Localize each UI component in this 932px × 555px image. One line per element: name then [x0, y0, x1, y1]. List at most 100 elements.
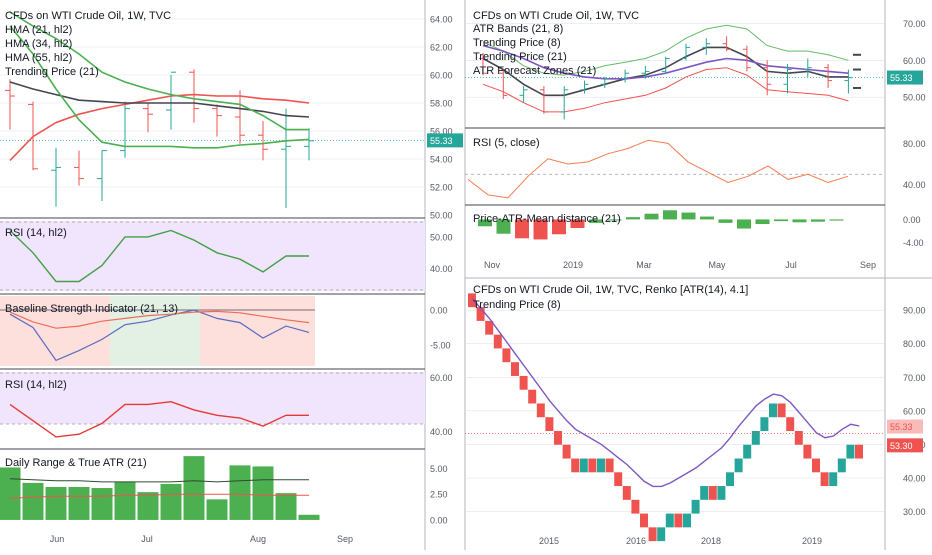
daily-range-bar — [45, 487, 67, 520]
tr-x-tick-5: Sep — [860, 260, 876, 270]
left-rsi1-title: RSI (14, hl2) — [5, 227, 67, 239]
left-main-axis-tick-1: 52.00 — [430, 183, 453, 193]
distance-bar — [700, 216, 714, 220]
renko-brick — [622, 486, 631, 500]
renko-low-tag-bg — [887, 438, 923, 453]
left-main-legend-0: HMA (21, hl2) — [5, 24, 72, 36]
renko-brick — [743, 444, 752, 459]
tr-x-tick-3: May — [708, 260, 726, 270]
renko-brick — [769, 403, 777, 418]
left-x-tick-2: Aug — [250, 534, 266, 544]
renko-axis-tick-6: 90.00 — [903, 306, 926, 316]
tr-x-tick-0: Nov — [484, 260, 501, 270]
daily-range-bar — [91, 488, 113, 520]
left-rsi2-line — [9, 400, 309, 438]
distance-bar — [570, 219, 585, 228]
left-x-tick-0: Jun — [50, 534, 65, 544]
tr-rsi-axis-tick-1: 80.00 — [903, 139, 926, 149]
distance-bar — [681, 212, 696, 220]
renko-x-tick-1: 2016 — [626, 536, 646, 546]
daily-range-axis-tick-1: 2.50 — [430, 490, 448, 500]
renko-brick — [528, 389, 537, 404]
renko-brick — [665, 513, 674, 528]
tr-main-legend-2: Trending Price (21) — [473, 51, 567, 63]
left-main-legend-3: Trending Price (21) — [5, 66, 99, 78]
renko-brick — [605, 458, 614, 473]
renko-brick — [648, 527, 657, 542]
renko-brick — [794, 431, 803, 445]
tr-main-legend-0: ATR Bands (21, 8) — [473, 23, 563, 35]
renko-brick — [579, 458, 588, 473]
tr-main-legend-1: Trending Price (8) — [473, 37, 561, 49]
tr-main-axis-tick-1: 60.00 — [903, 56, 926, 66]
daily-range-bar — [252, 466, 274, 520]
renko-brick — [631, 499, 640, 514]
distance-bar — [496, 219, 511, 234]
baseline-axis-tick-0: 0.00 — [430, 306, 448, 316]
renko-brick — [751, 431, 760, 445]
renko-brick — [614, 472, 623, 487]
tr-dist-title: Price-ATR-Mean distance (21) — [473, 213, 621, 225]
daily-range-bar — [137, 492, 159, 520]
daily-range-bar — [229, 465, 251, 520]
renko-brick — [468, 293, 476, 308]
renko-price-tag-bg — [887, 419, 923, 434]
tr-main-legend-3: ATR Forecast Zones (21) — [473, 65, 596, 77]
renko-brick — [588, 458, 597, 473]
distance-bar — [718, 219, 733, 223]
left-main-legend-2: HMA (55, hl2) — [5, 52, 72, 64]
left-main-axis-tick-2: 54.00 — [430, 155, 453, 165]
renko-brick — [485, 320, 494, 335]
renko-brick — [536, 403, 545, 418]
renko-brick — [777, 403, 786, 418]
tr-main-axis-tick-0: 50.00 — [903, 93, 926, 103]
daily-range-bar — [160, 483, 182, 520]
daily-range-bar — [298, 514, 320, 520]
distance-bar — [792, 219, 807, 223]
renko-brick — [476, 307, 485, 321]
distance-bar — [829, 219, 844, 221]
tr-x-tick-2: Mar — [636, 260, 652, 270]
distance-bar — [755, 219, 770, 224]
baseline-zone-2 — [200, 296, 315, 366]
renko-price-tag: 55.33 — [890, 422, 913, 432]
left-rsi1-band — [0, 221, 425, 291]
daily-range-bar — [275, 493, 297, 520]
daily-range-bar — [22, 482, 44, 520]
baseline-title: Baseline Strength Indicator (21, 13) — [5, 303, 178, 315]
true-atr-line — [9, 478, 309, 483]
renko-brick — [760, 417, 769, 431]
renko-brick — [691, 499, 700, 514]
renko-x-tick-0: 2015 — [539, 536, 559, 546]
left-rsi2-axis-tick-1: 60.00 — [430, 373, 453, 383]
left-rsi2-axis-tick-0: 40.00 — [430, 427, 453, 437]
left-series-1 — [9, 81, 310, 118]
left-rsi1-line — [9, 229, 309, 283]
left-series-3 — [9, 11, 309, 131]
renko-axis-tick-5: 80.00 — [903, 339, 926, 349]
renko-brick — [519, 375, 528, 390]
baseline-zone-0 — [0, 296, 110, 366]
renko-brick — [820, 472, 829, 487]
renko-legend-0: Trending Price (8) — [473, 299, 561, 311]
renko-brick — [674, 513, 683, 528]
renko-brick — [511, 362, 519, 376]
left-main-axis-tick-6: 62.00 — [430, 43, 453, 53]
renko-axis-tick-1: 40.00 — [903, 474, 926, 484]
distance-bar — [552, 219, 566, 235]
renko-brick — [846, 444, 855, 459]
distance-bar — [626, 217, 640, 220]
renko-brick — [708, 486, 717, 500]
tr-rsi-axis-tick-0: 40.00 — [903, 180, 926, 190]
renko-trend-line — [471, 297, 860, 488]
daily-range-title: Daily Range & True ATR (21) — [5, 457, 147, 469]
tr-price-tag: 55.33 — [890, 73, 913, 83]
baseline-zone-1 — [110, 296, 200, 366]
atr-average-line — [9, 493, 309, 499]
daily-range-bar — [68, 487, 90, 520]
renko-axis-tick-0: 30.00 — [903, 507, 926, 517]
left-main-axis-tick-3: 56.00 — [430, 127, 453, 137]
left-rsi2-band — [0, 372, 425, 424]
